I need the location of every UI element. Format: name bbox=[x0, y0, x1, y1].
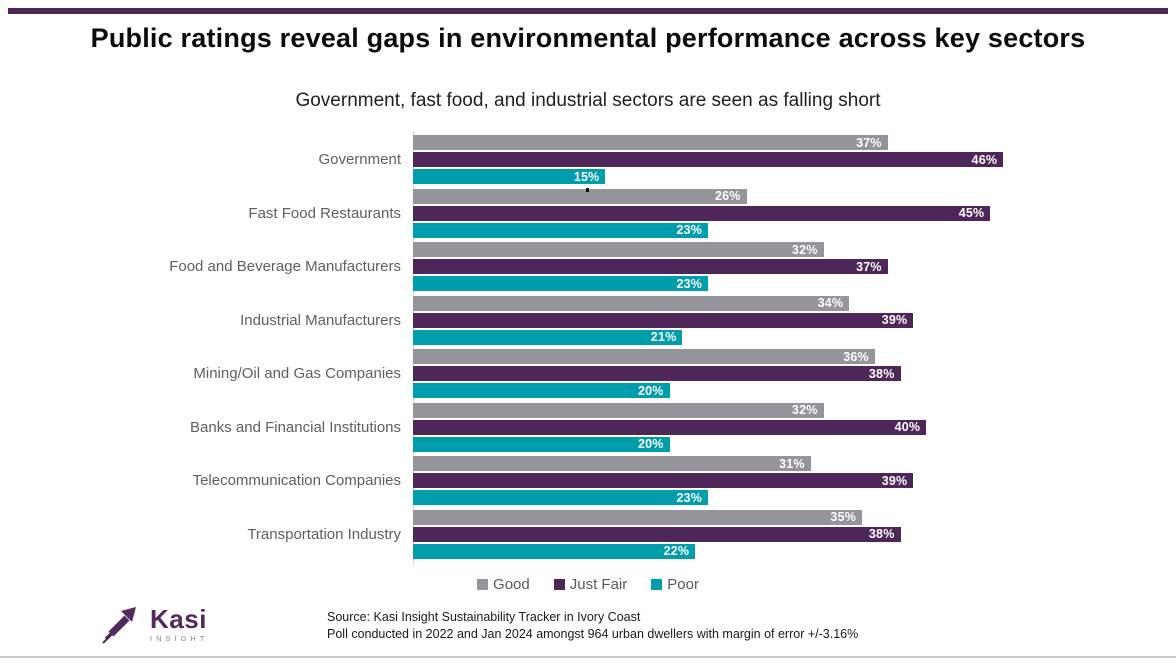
logo-subtitle: INSIGHT bbox=[150, 633, 209, 643]
legend-item: Just Fair bbox=[553, 576, 628, 593]
top-accent-rule bbox=[8, 8, 1168, 14]
category-group: Banks and Financial Institutions 32% 40% 20… bbox=[0, 402, 1176, 452]
chart-title: Public ratings reveal gaps in environmen… bbox=[90, 23, 1086, 53]
category-label: Industrial Manufacturers bbox=[240, 311, 401, 329]
bar-value-label: 40% bbox=[894, 420, 921, 434]
legend-swatch bbox=[651, 579, 663, 590]
logo-brand: Kasi bbox=[150, 603, 207, 634]
tick-mark bbox=[586, 188, 589, 192]
bar-segment: 34% bbox=[413, 295, 850, 311]
bar-segment: 32% bbox=[413, 402, 824, 418]
bar-segment: 21% bbox=[413, 329, 683, 345]
source-note: Source: Kasi Insight Sustainability Trac… bbox=[327, 609, 858, 643]
bar-value-label: 21% bbox=[650, 330, 677, 344]
bar-stack: 34% 39% 21% bbox=[413, 295, 914, 345]
bar-segment: 38% bbox=[413, 526, 901, 542]
category-group: Telecommunication Companies 31% 39% 23% bbox=[0, 456, 1176, 505]
category-group: Fast Food Restaurants 26% 45% 23% bbox=[0, 188, 1176, 238]
bar-chart: Government 37% 46% 15% Fast Food Restaurants… bbox=[0, 135, 1176, 563]
bar-value-label: 45% bbox=[958, 206, 985, 220]
legend-label: Good bbox=[493, 576, 530, 593]
bar-segment: 35% bbox=[413, 509, 863, 525]
bar-value-label: 39% bbox=[881, 313, 908, 327]
legend-swatch bbox=[477, 579, 489, 590]
bar-segment: 38% bbox=[413, 366, 901, 381]
category-group: Transportation Industry 35% 38% 22% bbox=[0, 509, 1176, 559]
category-label: Banks and Financial Institutions bbox=[190, 418, 401, 436]
bar-segment: 26% bbox=[413, 188, 747, 204]
bar-value-label: 20% bbox=[637, 437, 664, 451]
bar-value-label: 32% bbox=[791, 403, 818, 417]
bar-segment: 20% bbox=[413, 436, 670, 452]
bar-value-label: 20% bbox=[637, 383, 664, 398]
bar-segment: 39% bbox=[413, 312, 914, 328]
legend-item: Good bbox=[477, 576, 530, 593]
bar-value-label: 26% bbox=[714, 189, 741, 203]
bar-segment: 37% bbox=[413, 259, 888, 274]
bar-segment: 31% bbox=[413, 456, 811, 471]
kasi-arrow-icon bbox=[102, 607, 136, 644]
bar-stack: 26% 45% 23% bbox=[413, 188, 991, 238]
bar-value-label: 31% bbox=[779, 456, 805, 471]
bar-segment: 40% bbox=[413, 419, 927, 435]
bar-value-label: 23% bbox=[676, 223, 703, 237]
legend-label: Poor bbox=[667, 576, 699, 593]
bar-segment: 15% bbox=[413, 169, 606, 184]
bar-segment: 39% bbox=[413, 473, 914, 488]
category-label: Government bbox=[318, 151, 401, 168]
category-group: Mining/Oil and Gas Companies 36% 38% 20% bbox=[0, 349, 1176, 398]
bar-value-label: 34% bbox=[817, 296, 844, 310]
bottom-rule bbox=[0, 656, 1176, 658]
bar-value-label: 23% bbox=[676, 490, 703, 505]
bar-value-label: 38% bbox=[868, 366, 895, 381]
y-axis-line bbox=[413, 131, 414, 565]
category-group: Industrial Manufacturers 34% 39% 21% bbox=[0, 295, 1176, 345]
bar-value-label: 36% bbox=[843, 349, 869, 364]
category-group: Government 37% 46% 15% bbox=[0, 135, 1176, 184]
bar-value-label: 32% bbox=[791, 242, 818, 257]
bar-stack: 37% 46% 15% bbox=[413, 135, 1004, 184]
footer: Kasi INSIGHT Source: Kasi Insight Sustai… bbox=[98, 601, 858, 647]
bar-segment: 46% bbox=[413, 152, 1004, 167]
logo-text: Kasi INSIGHT bbox=[150, 606, 208, 643]
bar-segment: 36% bbox=[413, 349, 875, 364]
legend-label: Just Fair bbox=[569, 576, 628, 593]
legend-swatch bbox=[553, 579, 565, 590]
bar-value-label: 39% bbox=[881, 473, 908, 488]
bar-segment: 45% bbox=[413, 205, 991, 221]
source-line-2: Poll conducted in 2022 and Jan 2024 amon… bbox=[327, 627, 859, 641]
category-label: Food and Beverage Manufacturers bbox=[169, 258, 401, 275]
bar-segment: 23% bbox=[413, 222, 709, 238]
legend: Good Just Fair Poor bbox=[0, 576, 1176, 593]
chart-subtitle: Government, fast food, and industrial se… bbox=[295, 90, 881, 111]
bar-segment: 37% bbox=[413, 135, 888, 150]
bar-value-label: 46% bbox=[971, 152, 998, 167]
category-label: Fast Food Restaurants bbox=[248, 204, 401, 222]
bar-stack: 32% 40% 20% bbox=[413, 402, 927, 452]
source-line-1: Source: Kasi Insight Sustainability Trac… bbox=[327, 610, 641, 624]
bar-value-label: 23% bbox=[676, 276, 703, 291]
bar-value-label: 38% bbox=[868, 527, 895, 541]
bar-stack: 35% 38% 22% bbox=[413, 509, 901, 559]
bar-value-label: 22% bbox=[663, 544, 690, 558]
bar-segment: 23% bbox=[413, 276, 709, 291]
category-group: Food and Beverage Manufacturers 32% 37% 23% bbox=[0, 242, 1176, 291]
category-label: Mining/Oil and Gas Companies bbox=[193, 365, 401, 382]
bar-stack: 32% 37% 23% bbox=[413, 242, 888, 291]
chart-rows: Government 37% 46% 15% Fast Food Restaurants… bbox=[0, 135, 1176, 559]
bar-value-label: 37% bbox=[856, 259, 882, 274]
bar-segment: 22% bbox=[413, 543, 696, 559]
category-label: Transportation Industry bbox=[247, 525, 401, 543]
kasi-logo: Kasi INSIGHT bbox=[98, 601, 265, 647]
bar-stack: 36% 38% 20% bbox=[413, 349, 901, 398]
bar-value-label: 37% bbox=[856, 135, 882, 150]
bar-value-label: 15% bbox=[573, 169, 600, 184]
bar-segment: 32% bbox=[413, 242, 824, 257]
legend-item: Poor bbox=[651, 576, 699, 593]
category-label: Telecommunication Companies bbox=[192, 472, 401, 489]
bar-segment: 23% bbox=[413, 490, 709, 505]
bar-segment: 20% bbox=[413, 383, 670, 398]
bar-value-label: 35% bbox=[830, 510, 857, 524]
bar-stack: 31% 39% 23% bbox=[413, 456, 914, 505]
